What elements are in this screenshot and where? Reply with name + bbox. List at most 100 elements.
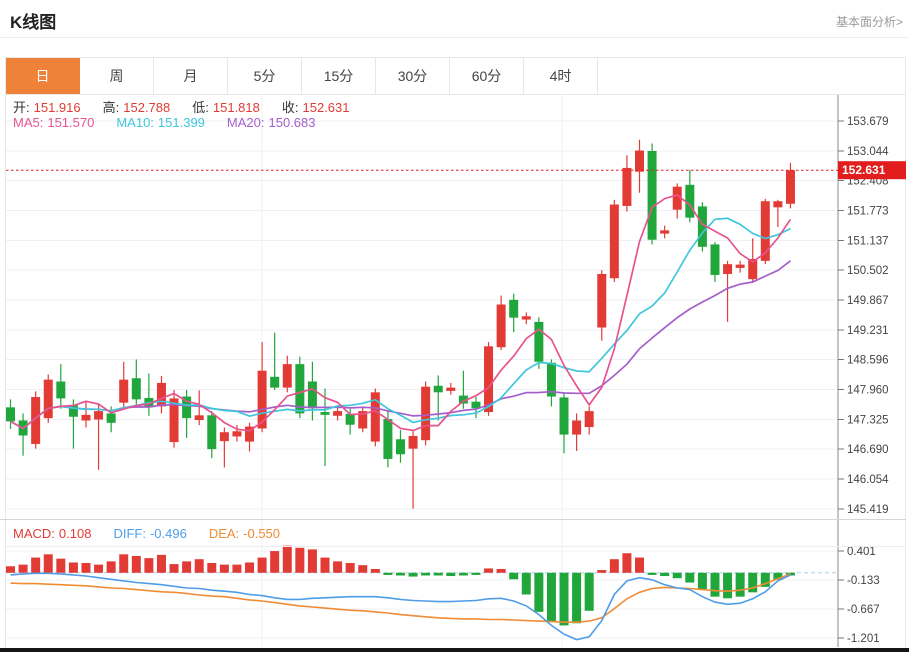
y-axis-label: 148.596 — [847, 355, 889, 367]
diff-value: -0.496 — [149, 526, 187, 541]
candle-up — [333, 411, 343, 416]
candle-up — [194, 415, 204, 421]
y-axis-label: 146.054 — [847, 474, 889, 486]
macd-bar-positive — [622, 553, 632, 573]
ma20-value: 150.683 — [268, 115, 316, 130]
candle-down — [559, 397, 569, 435]
ma-legend-row: MA5: 151.570 MA10: 151.399 MA20: 150.683 — [13, 115, 320, 130]
candle-up — [609, 204, 619, 279]
y-axis-label: 149.867 — [847, 295, 889, 307]
y-axis-label: 146.690 — [847, 444, 889, 456]
candle-up — [584, 411, 594, 428]
candle-down — [207, 415, 217, 450]
ohlc-info-row: 开: 151.916 高: 152.788 低: 151.818 收: 152.631 — [13, 97, 354, 116]
price-badge-value: 152.631 — [842, 163, 886, 177]
y-axis-label: 153.679 — [847, 116, 889, 128]
open-label: 开: — [13, 100, 30, 115]
macd-bar-negative — [748, 572, 758, 593]
tab-30分[interactable]: 30分 — [376, 58, 450, 94]
macd-panel — [6, 545, 838, 641]
close-label: 收: — [281, 100, 299, 115]
ma20-label: MA20: — [226, 115, 265, 130]
macd-axis-label: -0.133 — [847, 575, 880, 587]
macd-bar-negative — [471, 572, 481, 575]
macd-bar-negative — [697, 572, 707, 590]
tab-5分[interactable]: 5分 — [228, 58, 302, 94]
macd-bar-positive — [31, 557, 41, 573]
candle-down — [685, 184, 695, 218]
low-label: 低: — [192, 100, 209, 115]
y-axis-label: 149.231 — [847, 325, 889, 337]
candle-up — [635, 150, 644, 172]
candle-up — [785, 170, 795, 204]
low-value: 151.818 — [212, 100, 260, 115]
tab-60分[interactable]: 60分 — [450, 58, 524, 94]
macd-bar-negative — [584, 572, 594, 611]
candles-layer — [6, 139, 795, 509]
candle-up — [496, 304, 506, 348]
macd-bar-positive — [68, 562, 78, 573]
macd-bar-positive — [370, 568, 380, 573]
macd-bar-positive — [182, 561, 192, 573]
macd-bar-negative — [760, 572, 770, 587]
candle-up — [773, 201, 783, 208]
candle-up — [408, 435, 418, 449]
chart-frame — [5, 93, 906, 648]
candle-up — [94, 411, 104, 420]
macd-bar-positive — [496, 568, 506, 573]
candle-down — [131, 378, 141, 400]
tab-周[interactable]: 周 — [80, 58, 154, 94]
close-value: 152.631 — [302, 100, 350, 115]
tab-15分[interactable]: 15分 — [302, 58, 376, 94]
tab-月[interactable]: 月 — [154, 58, 228, 94]
candle-down — [471, 401, 481, 409]
candle-up — [81, 414, 91, 421]
candle-up — [257, 370, 267, 429]
candle-up — [169, 398, 179, 443]
candle-up — [43, 379, 53, 419]
macd-bar-positive — [194, 559, 204, 573]
fundamental-analysis-link[interactable]: 基本面分析> — [835, 15, 903, 29]
candle-up — [760, 201, 770, 261]
ma10-label: MA10: — [116, 115, 154, 130]
candle-down — [395, 439, 405, 455]
price-badge — [838, 161, 906, 180]
candle-down — [509, 299, 519, 318]
candle-up — [748, 258, 758, 280]
macd-bar-positive — [6, 566, 15, 573]
macd-bar-positive — [43, 554, 53, 573]
candle-up — [446, 387, 456, 391]
tab-4时[interactable]: 4时 — [524, 58, 598, 94]
macd-bar-negative — [433, 572, 443, 576]
candle-up — [622, 167, 632, 206]
candle-down — [295, 364, 305, 414]
y-axis-label: 147.325 — [847, 414, 889, 426]
macd-bar-negative — [672, 572, 682, 579]
candle-up — [156, 382, 166, 407]
macd-bar-positive — [169, 564, 179, 573]
candle-down — [383, 419, 393, 459]
macd-bar-positive — [94, 564, 104, 573]
macd-bar-negative — [647, 572, 657, 575]
candle-down — [647, 150, 657, 240]
macd-bar-negative — [421, 572, 431, 576]
candle-down — [433, 385, 443, 393]
candle-down — [6, 407, 15, 422]
candle-down — [320, 412, 330, 415]
macd-bar-negative — [559, 572, 569, 626]
candle-up — [521, 316, 531, 320]
candle-up — [232, 431, 242, 437]
page-title: K线图 — [10, 13, 57, 32]
candle-up — [735, 264, 745, 268]
ma5-value: 151.570 — [47, 115, 95, 130]
candle-up — [119, 379, 129, 403]
macd-bar-positive — [295, 547, 305, 573]
candle-down — [182, 396, 192, 419]
macd-bar-positive — [207, 563, 217, 573]
tab-日[interactable]: 日 — [6, 58, 80, 94]
candle-up — [597, 274, 607, 328]
macd-bar-negative — [546, 572, 556, 622]
macd-bar-positive — [156, 554, 166, 573]
macd-bar-negative — [521, 572, 531, 595]
